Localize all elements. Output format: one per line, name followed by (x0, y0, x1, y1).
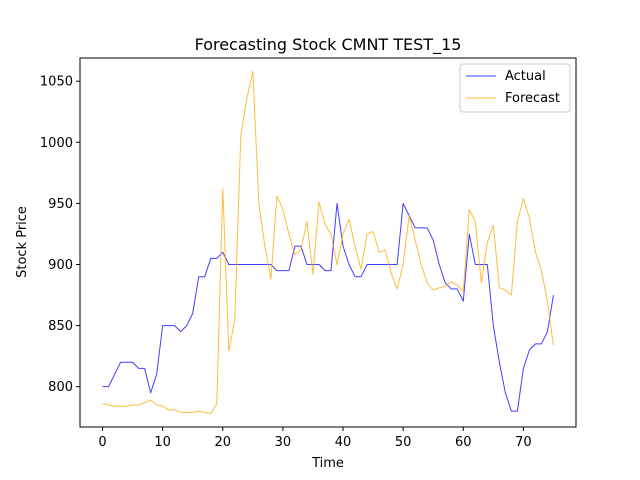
y-tick-label: 850 (48, 319, 73, 334)
y-axis-ticks: 800 850 900 950 1000 1050 (40, 75, 80, 395)
x-tick-label: 50 (395, 435, 412, 450)
y-tick-label: 900 (48, 258, 73, 273)
series-line-actual (102, 202, 554, 412)
y-tick-label: 800 (48, 380, 73, 395)
y-axis-label: Stock Price (15, 206, 30, 278)
x-tick-label: 70 (515, 435, 532, 450)
x-axis-label: Time (311, 456, 344, 471)
legend-actual-label: Actual (505, 69, 546, 84)
x-tick-label: 20 (215, 435, 232, 450)
x-tick-label: 60 (455, 435, 472, 450)
x-tick-label: 10 (154, 435, 171, 450)
x-tick-label: 30 (275, 435, 292, 450)
x-tick-label: 40 (335, 435, 352, 450)
y-tick-label: 1000 (40, 136, 73, 151)
legend-forecast-label: Forecast (505, 91, 560, 106)
chart-title: Forecasting Stock CMNT TEST_15 (195, 35, 462, 55)
x-tick-label: 0 (98, 435, 106, 450)
legend: Actual Forecast (459, 63, 571, 113)
plot-content (102, 70, 554, 415)
y-tick-label: 1050 (40, 75, 73, 90)
y-tick-label: 950 (48, 197, 73, 212)
series-line-forecast (102, 70, 554, 415)
x-axis-ticks: 0 10 20 30 40 50 60 70 (98, 427, 532, 450)
plot-frame (79, 57, 577, 428)
